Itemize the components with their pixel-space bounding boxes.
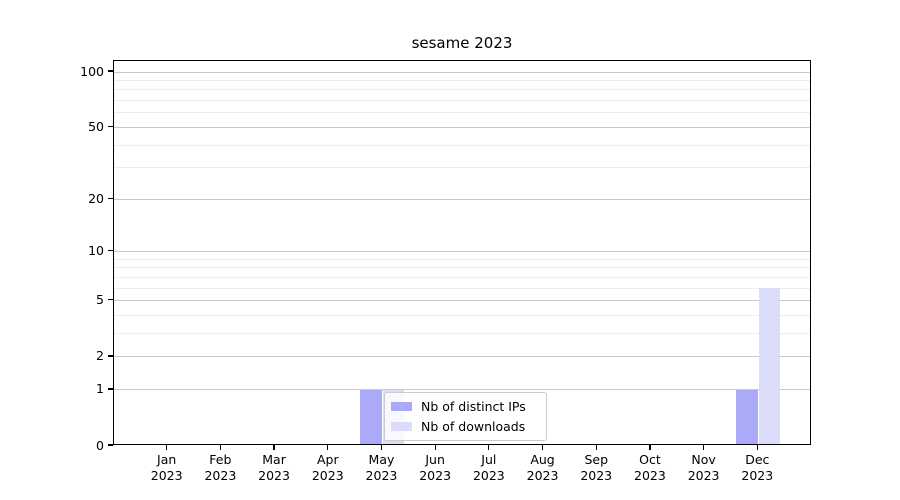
gridline-major (114, 389, 810, 391)
y-tick-label: 50 (88, 118, 104, 134)
gridline-minor (114, 144, 810, 146)
x-tick-label: Jul 2023 (472, 452, 505, 483)
y-tick-label: 10 (88, 243, 104, 259)
y-tick-mark (108, 355, 113, 357)
x-tick-label: Apr 2023 (311, 452, 344, 483)
x-tick-mark (166, 445, 168, 450)
legend: Nb of distinct IPs Nb of downloads (384, 392, 547, 441)
gridline-major (114, 71, 810, 73)
x-tick-label: Sep 2023 (580, 452, 613, 483)
x-tick-label: Feb 2023 (204, 452, 237, 483)
gridline-minor (114, 315, 810, 317)
x-tick-mark (327, 445, 329, 450)
y-tick-label: 20 (88, 190, 104, 206)
x-tick-label: Jan 2023 (150, 452, 183, 483)
y-tick-label: 100 (80, 63, 104, 79)
x-tick-label: Mar 2023 (258, 452, 290, 483)
x-tick-mark (380, 445, 383, 450)
x-tick-mark (702, 445, 705, 450)
x-tick-label: May 2023 (365, 452, 398, 483)
gridline-major (114, 251, 810, 253)
y-tick-label: 1 (96, 381, 104, 397)
y-tick-label: 2 (96, 348, 104, 364)
gridline-minor (114, 276, 810, 278)
gridline-minor (114, 112, 810, 114)
legend-item: Nb of downloads (391, 419, 538, 434)
x-tick-label: Oct 2023 (634, 452, 666, 483)
y-tick-mark (108, 444, 113, 446)
y-tick-label: 5 (96, 292, 104, 308)
gridline-major (114, 198, 810, 200)
gridline-major (114, 300, 810, 302)
y-tick-mark (108, 197, 113, 199)
x-tick-mark (756, 445, 758, 450)
y-tick-mark (108, 250, 113, 252)
x-tick-mark (595, 445, 597, 450)
gridline-major (114, 356, 810, 358)
y-tick-mark (108, 388, 113, 390)
bar-nb-of-distinct-ips-may (360, 389, 382, 445)
legend-label: Nb of distinct IPs (421, 399, 526, 414)
gridline-minor (114, 167, 810, 169)
y-tick-mark (108, 70, 113, 72)
x-tick-mark (488, 445, 490, 450)
x-tick-label: Jun 2023 (419, 452, 452, 483)
gridline-minor (114, 333, 810, 335)
y-tick-mark (108, 299, 113, 301)
gridline-minor (114, 267, 810, 269)
chart-title: sesame 2023 (411, 34, 513, 52)
x-tick-label: Nov 2023 (687, 452, 720, 483)
x-tick-mark (649, 445, 651, 450)
legend-item: Nb of distinct IPs (391, 399, 538, 414)
gridline-minor (114, 287, 810, 289)
x-tick-mark (273, 445, 275, 450)
bar-nb-of-distinct-ips-dec (736, 389, 758, 445)
gridline-minor (114, 100, 810, 102)
x-tick-mark (434, 445, 436, 450)
y-tick-mark (108, 125, 113, 128)
x-tick-mark (219, 445, 222, 450)
gridline-minor (114, 79, 810, 81)
plot-area: Nb of distinct IPs Nb of downloads (113, 60, 811, 445)
bar-nb-of-downloads-dec (758, 288, 781, 445)
x-tick-label: Aug 2023 (526, 452, 559, 483)
legend-swatch (391, 402, 412, 411)
x-tick-mark (541, 445, 544, 450)
legend-swatch (391, 422, 412, 431)
x-tick-label: Dec 2023 (741, 452, 774, 483)
y-tick-label: 0 (96, 437, 104, 453)
gridline-minor (114, 89, 810, 91)
legend-label: Nb of downloads (421, 419, 526, 434)
gridline-minor (114, 258, 810, 260)
gridline-major (114, 126, 810, 128)
